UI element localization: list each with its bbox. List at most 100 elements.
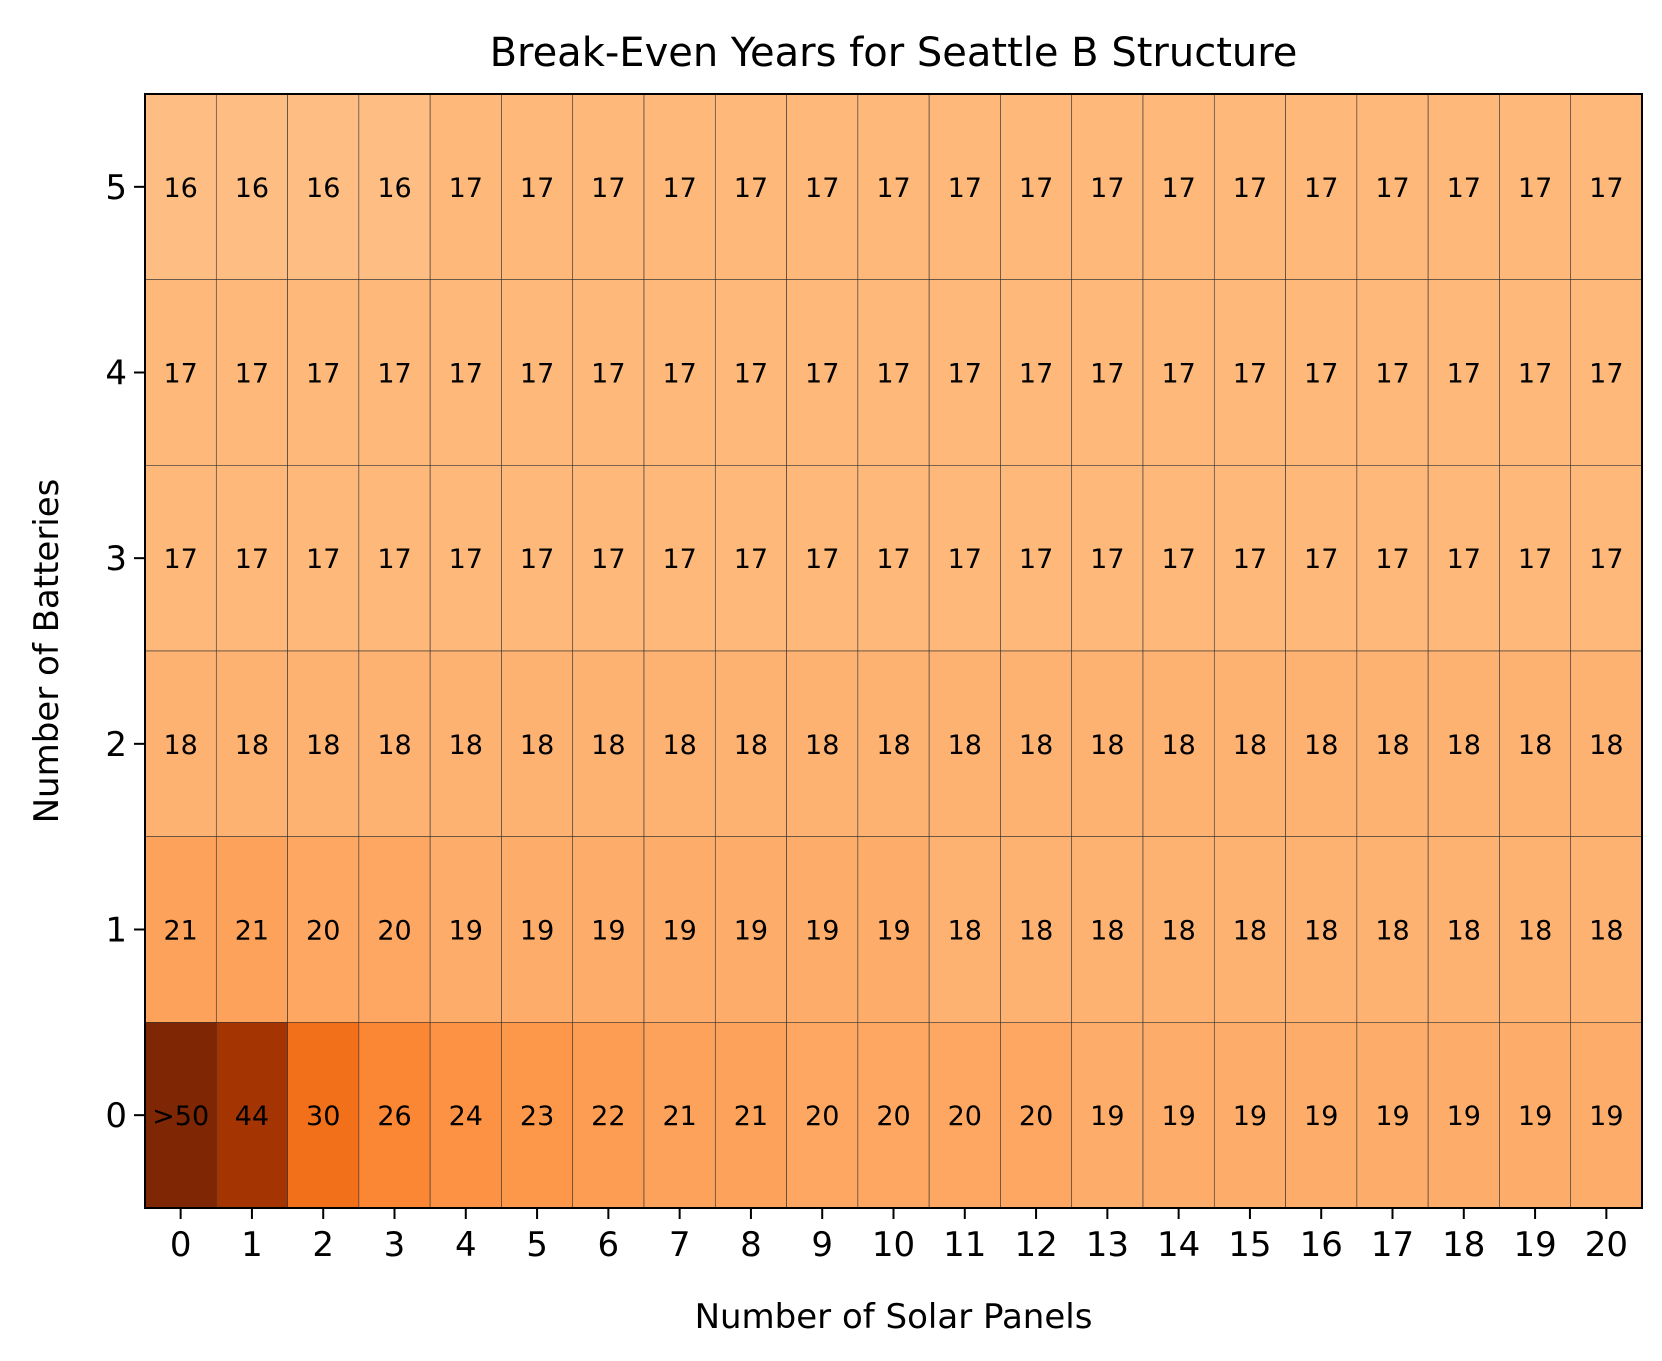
cell-value-label: 21 <box>235 916 269 947</box>
cell-value-label: 24 <box>449 1101 483 1132</box>
heatmap-cells <box>144 93 1643 1209</box>
heatmap-cell <box>1071 279 1144 466</box>
cell-value-label: 17 <box>876 359 910 390</box>
cell-value-label: 17 <box>1518 173 1552 204</box>
cell-value-label: 21 <box>662 1101 696 1132</box>
heatmap-cell <box>857 465 930 652</box>
heatmap-cell <box>1285 650 1358 837</box>
cell-value-label: 18 <box>1090 730 1124 761</box>
heatmap-cell <box>643 279 716 466</box>
cell-value-label: 18 <box>1090 916 1124 947</box>
heatmap-cell <box>1356 279 1429 466</box>
heatmap-cell <box>1142 650 1215 837</box>
cell-value-label: 17 <box>1161 544 1195 575</box>
cell-value-label: 17 <box>948 544 982 575</box>
heatmap-cell <box>1570 279 1643 466</box>
cell-value-label: 21 <box>734 1101 768 1132</box>
heatmap-cell <box>643 1022 716 1209</box>
cell-value-label: 18 <box>1019 916 1053 947</box>
heatmap-cell <box>1499 93 1572 280</box>
heatmap-cell <box>1142 279 1215 466</box>
cell-value-label: 18 <box>1161 730 1195 761</box>
cell-value-label: 18 <box>876 730 910 761</box>
chart-title: Break-Even Years for Seattle B Structure <box>490 30 1298 76</box>
y-tick-label: 5 <box>105 168 127 208</box>
heatmap-cell <box>572 650 645 837</box>
heatmap-cell <box>1499 1022 1572 1209</box>
cell-value-label: 18 <box>1589 916 1623 947</box>
cell-value-label: 26 <box>377 1101 411 1132</box>
x-tick-label: 16 <box>1300 1225 1343 1265</box>
cell-value-label: 18 <box>1233 730 1267 761</box>
heatmap-cell <box>1071 1022 1144 1209</box>
heatmap-cell <box>786 1022 859 1209</box>
cell-value-label: 23 <box>520 1101 554 1132</box>
heatmap-cell <box>429 93 502 280</box>
cell-value-label: 19 <box>1589 1101 1623 1132</box>
cell-value-label: 18 <box>1375 916 1409 947</box>
y-axis-label: Number of Batteries <box>27 479 67 824</box>
heatmap-cell <box>1000 650 1073 837</box>
heatmap-cell <box>501 465 574 652</box>
heatmap-cell <box>1427 836 1500 1023</box>
cell-value-label: 17 <box>805 359 839 390</box>
cell-value-label: 17 <box>1375 544 1409 575</box>
heatmap-cell <box>714 1022 787 1209</box>
heatmap-cell <box>1356 836 1429 1023</box>
heatmap-cell <box>1213 836 1286 1023</box>
cell-value-label: 18 <box>235 730 269 761</box>
heatmap-cell <box>144 93 217 280</box>
cell-value-label: 17 <box>449 173 483 204</box>
cell-value-label: 19 <box>520 916 554 947</box>
cell-value-label: 20 <box>377 916 411 947</box>
heatmap-cell <box>1427 465 1500 652</box>
cell-value-label: 17 <box>734 173 768 204</box>
heatmap-cell <box>1000 836 1073 1023</box>
heatmap-cell <box>572 836 645 1023</box>
heatmap-cell <box>429 465 502 652</box>
heatmap-cell <box>215 279 288 466</box>
y-tick-label: 2 <box>105 725 127 765</box>
cell-value-label: >50 <box>152 1101 209 1132</box>
x-tick-label: 14 <box>1157 1225 1200 1265</box>
cell-value-label: 19 <box>1375 1101 1409 1132</box>
heatmap-cell <box>1285 93 1358 280</box>
heatmap-cell <box>1356 1022 1429 1209</box>
cell-value-label: 17 <box>1304 173 1338 204</box>
cell-value-label: 17 <box>662 173 696 204</box>
x-tick-label: 18 <box>1442 1225 1485 1265</box>
cell-value-label: 20 <box>1019 1101 1053 1132</box>
x-tick-label: 1 <box>241 1225 263 1265</box>
cell-value-label: 17 <box>1090 359 1124 390</box>
x-tick-label: 13 <box>1086 1225 1129 1265</box>
cell-value-label: 19 <box>1161 1101 1195 1132</box>
cell-value-label: 18 <box>1161 916 1195 947</box>
heatmap-cell <box>643 650 716 837</box>
cell-value-label: 17 <box>1233 173 1267 204</box>
heatmap-cell <box>215 1022 288 1209</box>
cell-value-label: 17 <box>876 173 910 204</box>
cell-value-label: 17 <box>662 544 696 575</box>
heatmap-cell <box>1285 465 1358 652</box>
cell-value-label: 18 <box>1304 916 1338 947</box>
cell-value-label: 19 <box>449 916 483 947</box>
x-tick-label: 4 <box>455 1225 477 1265</box>
cell-value-label: 17 <box>1019 544 1053 575</box>
heatmap-cell <box>1000 93 1073 280</box>
cell-value-label: 17 <box>449 544 483 575</box>
heatmap-cell <box>714 465 787 652</box>
x-tick-label: 6 <box>598 1225 620 1265</box>
cell-value-label: 18 <box>591 730 625 761</box>
heatmap-cell <box>144 1022 217 1209</box>
heatmap-cell <box>215 836 288 1023</box>
heatmap-cell <box>1427 650 1500 837</box>
cell-value-label: 18 <box>1447 730 1481 761</box>
cell-value-label: 17 <box>805 173 839 204</box>
cell-value-label: 17 <box>1447 359 1481 390</box>
x-tick-label: 12 <box>1014 1225 1057 1265</box>
heatmap-cell <box>1142 1022 1215 1209</box>
heatmap-cell <box>1499 650 1572 837</box>
heatmap-cell <box>572 1022 645 1209</box>
y-tick-label: 3 <box>105 539 127 579</box>
